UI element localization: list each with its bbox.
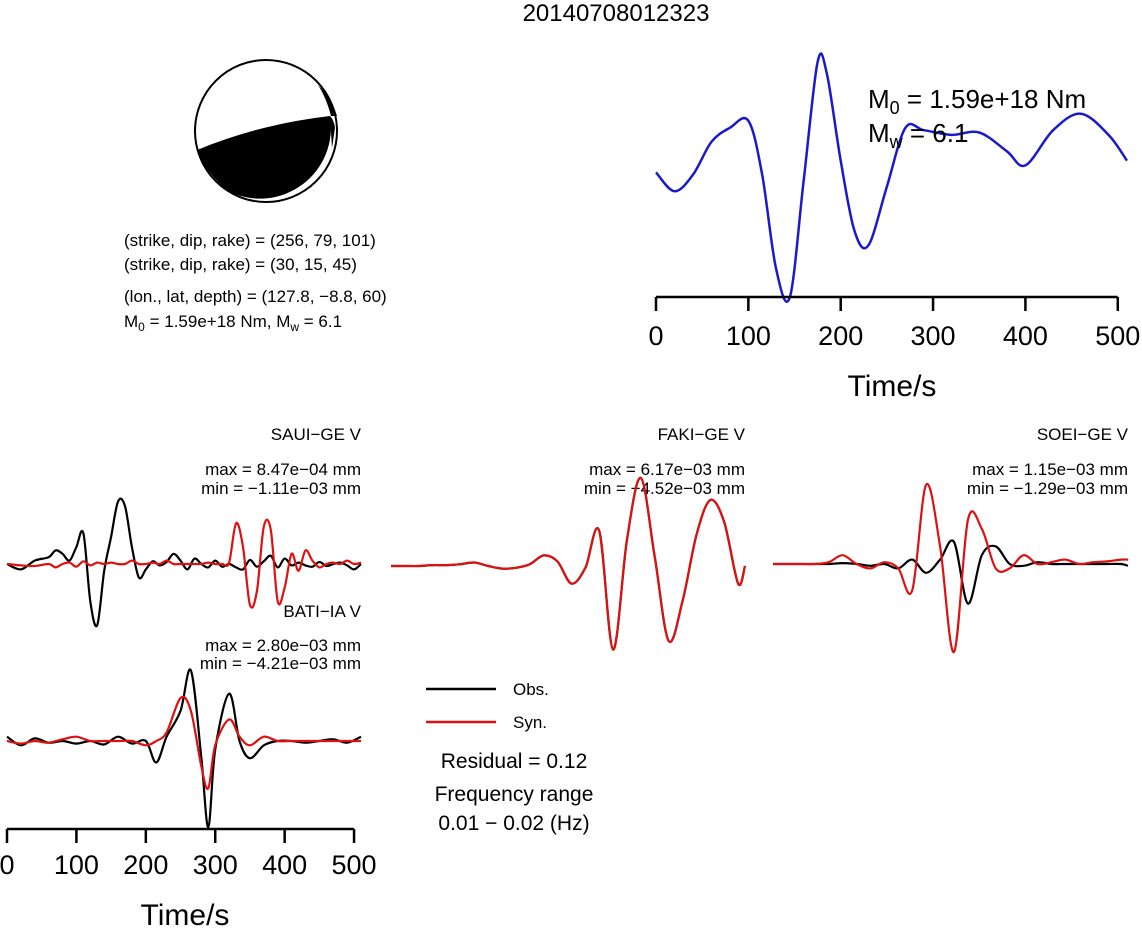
synthetic-trace [6,695,361,791]
stf-tick-label: 500 [1095,321,1140,351]
legend-syn-label: Syn. [513,713,547,732]
observed-trace [772,539,1129,605]
bottom-tick-label: 300 [193,850,238,880]
plane2-text: (strike, dip, rake) = (30, 15, 45) [124,255,357,274]
station-min: min = −1.29e−03 mm [967,479,1128,498]
stf-m0-label: M0 = 1.59e+18 Nm [868,84,1086,118]
synthetic-trace [390,476,747,651]
station-name: BATI−IA V [283,602,361,621]
station-min: min = −4.21e−03 mm [200,654,361,673]
stf-tick-label: 100 [726,321,771,351]
waveform-x-axis: 0 100 200 300 400 500 [0,827,377,880]
station-max: max = 6.17e−03 mm [589,460,745,479]
bottom-tick-label: 500 [332,850,377,880]
stf-x-label: Time/s [848,370,937,403]
stf-mw-label: Mw = 6.1 [868,118,968,152]
moment-text: M0 = 1.59e+18 Nm, Mw = 6.1 [124,312,342,334]
stf-tick-label: 300 [911,321,956,351]
bottom-tick-label: 400 [262,850,307,880]
waveform-x-label: Time/s [141,899,230,928]
station-name: SAUI−GE V [271,425,362,444]
synthetic-trace [772,482,1129,654]
observed-trace [6,668,362,829]
location-text: (lon., lat, depth) = (127.8, −8.8, 60) [124,287,387,306]
stf-tick-label: 200 [818,321,863,351]
mechanism-text: (strike, dip, rake) = (256, 79, 101) (st… [124,231,387,334]
figure-title: 20140708012323 [523,0,710,27]
beachball [194,59,338,203]
station-min: min = −1.11e−03 mm [201,479,361,498]
freq-value: 0.01 − 0.02 (Hz) [438,812,589,835]
observed-trace [390,476,747,651]
station-name: SOEI−GE V [1037,425,1129,444]
observed-trace [6,497,362,628]
station-max: max = 2.80e−03 mm [205,636,361,655]
residual-text: Residual = 0.12 [441,750,588,773]
freq-title: Frequency range [435,783,594,806]
legend: Obs. Syn. Residual = 0.12 Frequency rang… [426,680,593,835]
bottom-tick-label: 200 [123,850,168,880]
legend-obs-label: Obs. [513,680,549,699]
station-max: max = 8.47e−04 mm [205,460,361,479]
synthetic-trace [6,518,362,609]
bottom-tick-label: 100 [54,850,99,880]
plane1-text: (strike, dip, rake) = (256, 79, 101) [124,231,376,250]
stf-line [655,52,1129,303]
stf-x-axis: 0 100 200 300 400 500 [648,295,1140,351]
bottom-tick-label: 0 [0,850,15,880]
station-max: max = 1.15e−03 mm [972,460,1128,479]
stf-panel: M0 = 1.59e+18 Nm Mw = 6.1 0 100 200 300 400 5… [648,52,1140,403]
station-name: FAKI−GE V [658,425,746,444]
station-min: min = −4.52e−03 mm [584,479,745,498]
stf-tick-label: 0 [648,321,663,351]
stf-tick-label: 400 [1003,321,1048,351]
